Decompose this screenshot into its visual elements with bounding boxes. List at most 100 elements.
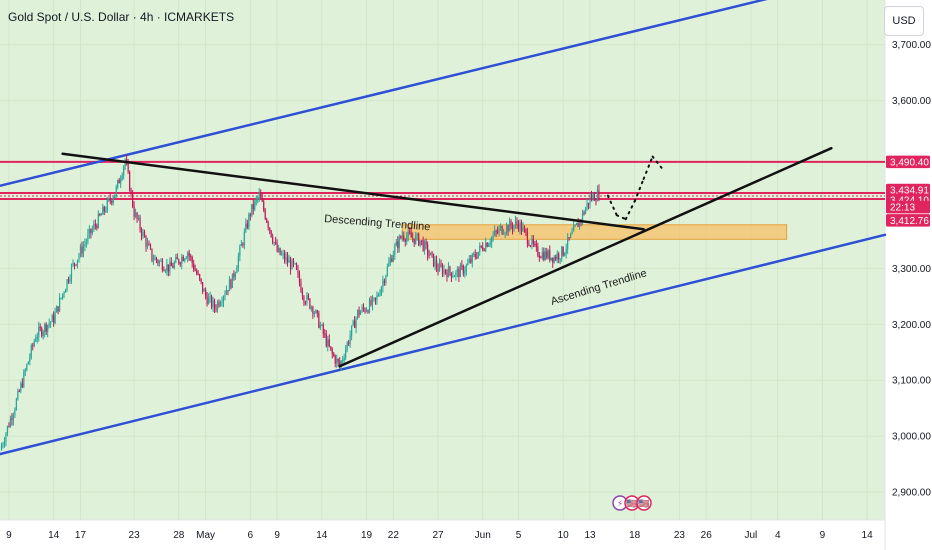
candle-body-199 [297,269,299,274]
candle-body-301 [449,266,451,273]
candle-body-390 [581,212,584,221]
candle-body-87 [130,191,132,193]
candle-body-296 [441,266,444,275]
candle-body-104 [155,257,158,261]
candle-body-227 [339,361,341,367]
time-tick-7: 9 [274,530,280,541]
candle-body-235 [351,325,353,336]
candle-body-269 [401,235,403,239]
candle-body-363 [541,252,543,258]
candle-body-19 [29,357,31,362]
candle-body-232 [346,342,348,350]
candle-body-51 [76,259,79,266]
time-tick-11: 27 [432,530,444,541]
candle-body-109 [163,269,165,271]
candle-body-386 [575,223,578,226]
candle-body-197 [294,263,296,265]
candle-body-153 [228,279,231,292]
candle-body-319 [476,256,478,258]
candle-body-194 [289,260,292,270]
candle-body-61 [91,229,93,234]
candle-body-253 [377,295,380,297]
candle-body-265 [395,241,397,246]
candle-body-225 [336,359,338,364]
candle-body-45 [67,279,70,282]
candle-body-234 [349,335,351,344]
candle-body-314 [468,259,470,263]
price-tag-1: 3,434.91 [890,186,929,197]
candle-body-293 [437,267,439,272]
candle-body-196 [292,259,295,264]
candle-body-110 [164,270,166,272]
candle-body-6 [9,418,12,427]
candle-body-350 [522,227,524,232]
candle-body-340 [507,225,509,232]
candle-body-346 [516,221,518,225]
candle-body-396 [590,196,593,200]
candle-body-304 [453,276,456,278]
candle-body-39 [58,297,61,312]
event-markers[interactable]: ⚡ 🇺🇸 🇺🇸 [612,495,652,511]
candle-body-193 [288,260,290,263]
candle-body-62 [93,224,95,230]
candle-body-161 [240,243,242,247]
candle-body-238 [355,317,357,328]
candle-body-24 [36,336,38,339]
candle-body-72 [108,198,110,201]
candle-body-175 [261,198,263,202]
candle-body-369 [550,257,552,261]
candle-body-381 [568,237,570,239]
candle-body-31 [47,325,49,332]
candle-body-397 [592,194,594,200]
candle-body-145 [216,301,219,310]
candle-body-195 [291,259,293,270]
candle-body-78 [117,180,119,188]
candle-body-243 [362,307,365,309]
candle-body-384 [573,226,575,232]
candle-body-360 [537,246,539,256]
candle-body-335 [500,225,502,229]
candle-body-111 [166,264,168,271]
candle-body-328 [489,242,491,245]
candle-body-149 [222,296,225,302]
candle-body-263 [392,254,394,262]
candle-body-67 [100,214,102,216]
candle-body-252 [376,295,378,300]
candle-body-357 [532,238,534,244]
price-tick-2: 3,300.00 [892,264,931,275]
price-tag-bg-4 [886,214,930,227]
candle-body-188 [280,254,283,256]
time-tick-2: 17 [75,530,87,541]
candle-body-92 [137,217,140,219]
candle-body-46 [69,278,71,282]
candle-body-144 [215,308,217,310]
candle-body-270 [403,235,405,240]
candle-body-359 [535,244,537,247]
candle-body-98 [146,242,149,247]
candle-body-47 [70,265,73,279]
candle-body-306 [456,269,458,272]
price-tag-4: 3,412.76 [890,216,929,227]
candle-body-14 [21,383,23,387]
candle-body-54 [81,246,83,254]
candle-body-82 [123,166,125,176]
candle-body-56 [84,243,86,247]
candle-body-174 [260,192,262,199]
candle-body-255 [380,287,383,295]
candle-body-22 [33,341,35,346]
candle-body-2 [3,442,6,445]
candle-body-399 [595,200,597,202]
candle-body-40 [60,297,62,299]
currency-button[interactable]: USD [884,6,924,36]
candle-body-378 [564,253,566,256]
candle-body-216 [322,324,324,334]
candle-body-214 [319,325,321,328]
candle-body-0 [0,445,3,451]
candle-body-132 [197,274,199,276]
candle-body-126 [188,252,190,256]
candle-body-101 [151,248,153,261]
candle-body-147 [219,303,222,306]
candle-body-353 [526,232,529,244]
price-tag-3: 22:13 [890,203,915,214]
